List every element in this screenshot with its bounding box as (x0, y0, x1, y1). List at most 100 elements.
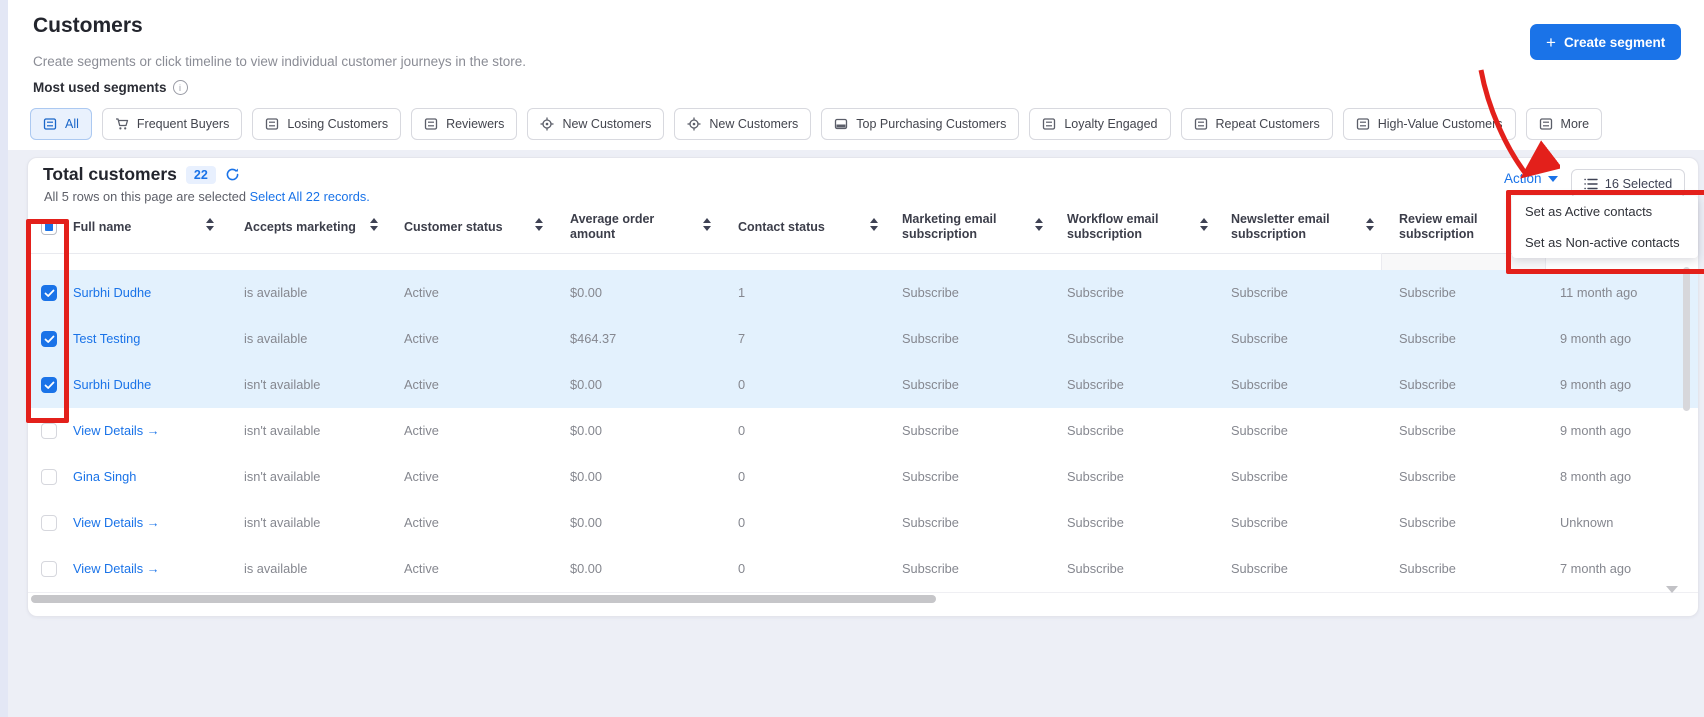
cell-review: Subscribe (1399, 561, 1456, 576)
table-row: Gina Singh isn't available Active $0.00 0 Sub… (28, 454, 1698, 501)
cell-age: 7 month ago (1560, 561, 1632, 576)
customer-name-link[interactable]: Gina Singh (73, 469, 137, 484)
segment-chip-more[interactable]: More (1525, 108, 1603, 140)
create-segment-button[interactable]: + Create segment (1530, 24, 1682, 60)
target-icon (687, 117, 701, 131)
row-checkbox[interactable] (41, 469, 57, 485)
vertical-scrollbar[interactable] (1683, 267, 1690, 411)
most-used-segments-text: Most used segments (33, 80, 167, 95)
view-details-link[interactable]: View Details → (73, 423, 160, 438)
cell-marketing: Subscribe (902, 515, 959, 530)
row-checkbox[interactable] (41, 331, 57, 347)
sort-icon-accepts-marketing[interactable] (370, 218, 378, 231)
cell-age: 9 month ago (1560, 377, 1632, 392)
cell-workflow: Subscribe (1067, 423, 1124, 438)
select-all-checkbox[interactable] (41, 219, 57, 235)
row-checkbox[interactable] (41, 423, 57, 439)
cell-workflow: Subscribe (1067, 331, 1124, 346)
segment-chip-repeat-customers[interactable]: Repeat Customers (1180, 108, 1333, 140)
cell-review: Subscribe (1399, 377, 1456, 392)
sort-icon-full-name[interactable] (206, 218, 214, 231)
cell-marketing: Subscribe (902, 561, 959, 576)
action-label: Action (1504, 171, 1542, 186)
action-dropdown[interactable]: Action (1504, 171, 1558, 186)
segment-chip-label: New Customers (709, 117, 799, 131)
page-title: Customers (33, 14, 143, 37)
sort-icon-contact-status[interactable] (870, 218, 878, 231)
selection-text: All 5 rows on this page are selected (44, 189, 247, 204)
segment-chip-top-purchasing-customers[interactable]: Top Purchasing Customers (821, 108, 1020, 140)
info-icon[interactable]: i (172, 80, 188, 95)
view-details-link[interactable]: View Details → (73, 515, 160, 530)
segment-chip-loyalty-engaged[interactable]: Loyalty Engaged (1029, 108, 1171, 140)
segment-chip-reviewers[interactable]: Reviewers (411, 108, 518, 140)
segment-chip-frequent-buyers[interactable]: Frequent Buyers (101, 108, 243, 140)
cell-contacts: 0 (738, 515, 746, 530)
cell-avg: $464.37 (570, 331, 617, 346)
menu-item-set-active[interactable]: Set as Active contacts (1525, 204, 1653, 219)
cell-newsletter: Subscribe (1231, 515, 1288, 530)
segment-chips: All Frequent Buyers Losing Customers Review… (30, 108, 1603, 140)
cell-marketing: Subscribe (902, 423, 959, 438)
cell-newsletter: Subscribe (1231, 469, 1288, 484)
action-menu: Set as Active contacts Set as Non-active… (1512, 196, 1698, 258)
segment-chip-losing-customers[interactable]: Losing Customers (252, 108, 402, 140)
cell-status: Active (404, 423, 439, 438)
table-body: Surbhi Dudhe is available Active $0.00 1 Subs… (28, 270, 1698, 593)
cell-age: 11 month ago (1560, 285, 1638, 300)
column-header-accepts-marketing: Accepts marketing (244, 219, 356, 234)
segment-chip-label: Loyalty Engaged (1064, 117, 1158, 131)
view-details-link[interactable]: View Details → (73, 561, 160, 576)
cell-accepts: isn't available (244, 423, 321, 438)
list-icon (1356, 117, 1370, 131)
cell-newsletter: Subscribe (1231, 561, 1288, 576)
cell-contacts: 0 (738, 469, 746, 484)
column-header-average-order-amount: Average order amount (570, 212, 655, 241)
sort-icon-workflow-email-subscription[interactable] (1200, 218, 1208, 231)
customer-name-link[interactable]: Test Testing (73, 331, 141, 346)
customer-count-badge: 22 (185, 165, 216, 184)
cell-avg: $0.00 (570, 515, 603, 530)
cell-age: Unknown (1560, 515, 1614, 530)
table-row: View Details → is available Active $0.00 0 Su… (28, 546, 1698, 593)
sort-icon-newsletter-email-subscription[interactable] (1366, 218, 1374, 231)
row-checkbox[interactable] (41, 561, 57, 577)
row-checkbox[interactable] (41, 515, 57, 531)
table-row: View Details → isn't available Active $0.00… (28, 408, 1698, 455)
cell-status: Active (404, 561, 439, 576)
selected-count-button[interactable]: 16 Selected (1571, 169, 1685, 198)
row-checkbox[interactable] (41, 285, 57, 301)
customer-name-link[interactable]: Surbhi Dudhe (73, 285, 152, 300)
sort-icon-customer-status[interactable] (535, 218, 543, 231)
segment-chip-label: Reviewers (446, 117, 505, 131)
segment-chip-high-value-customers[interactable]: High-Value Customers (1342, 108, 1516, 140)
cell-review: Subscribe (1399, 515, 1456, 530)
create-segment-label: Create segment (1563, 34, 1666, 50)
cell-contacts: 0 (738, 377, 746, 392)
table-row: Surbhi Dudhe is available Active $0.00 1 Subs… (28, 270, 1698, 317)
cell-avg: $0.00 (570, 377, 603, 392)
row-checkbox[interactable] (41, 377, 57, 393)
select-all-records-link[interactable]: Select All 22 records. (249, 189, 370, 204)
cell-review: Subscribe (1399, 285, 1456, 300)
refresh-icon[interactable] (225, 167, 240, 182)
cell-accepts: isn't available (244, 469, 321, 484)
table-row: Test Testing is available Active $464.37 7 Su… (28, 316, 1698, 363)
selected-count-label: 16 Selected (1604, 176, 1673, 191)
cell-workflow: Subscribe (1067, 515, 1124, 530)
horizontal-scrollbar[interactable] (31, 595, 936, 603)
customer-name-link[interactable]: Surbhi Dudhe (73, 377, 152, 392)
table-row: View Details → isn't available Active $0.00… (28, 500, 1698, 547)
segment-chip-all[interactable]: All (30, 108, 92, 140)
cell-contacts: 1 (738, 285, 746, 300)
cart-icon (115, 117, 129, 131)
segment-chip-new-customers[interactable]: New Customers (527, 108, 665, 140)
cell-age: 8 month ago (1560, 469, 1632, 484)
sort-icon-marketing-email-subscription[interactable] (1035, 218, 1043, 231)
cell-age: 9 month ago (1560, 331, 1632, 346)
segment-chip-new-customers[interactable]: New Customers (674, 108, 812, 140)
cell-newsletter: Subscribe (1231, 377, 1288, 392)
menu-item-set-non-active[interactable]: Set as Non-active contacts (1525, 235, 1680, 250)
cell-workflow: Subscribe (1067, 377, 1124, 392)
sort-icon-average-order-amount[interactable] (703, 218, 711, 231)
